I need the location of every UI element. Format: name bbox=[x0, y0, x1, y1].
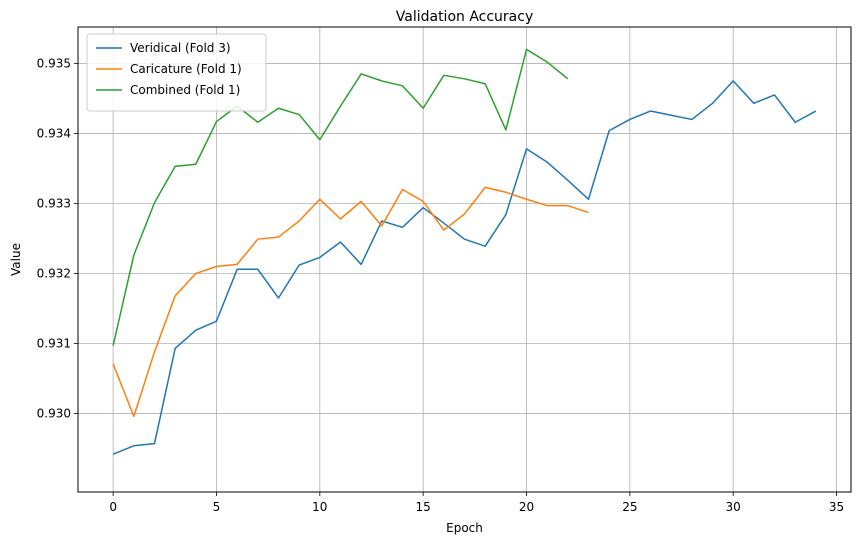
series-line-3 bbox=[112, 48, 569, 346]
y-tick-label: 0.932 bbox=[37, 267, 71, 281]
y-axis-label: Value bbox=[9, 243, 23, 276]
x-tick-label: 10 bbox=[312, 500, 327, 514]
x-tick-label: 20 bbox=[519, 500, 534, 514]
y-tick-label: 0.931 bbox=[37, 337, 71, 351]
x-axis-ticks: 0 5 10 15 20 25 30 35 bbox=[109, 492, 844, 514]
grid bbox=[78, 27, 851, 492]
y-tick-label: 0.933 bbox=[37, 196, 71, 210]
series-lines bbox=[112, 48, 817, 455]
legend-box bbox=[86, 33, 267, 112]
y-tick-label: 0.935 bbox=[37, 56, 71, 70]
y-tick-label: 0.934 bbox=[37, 126, 71, 140]
x-tick-label: 5 bbox=[213, 500, 221, 514]
x-tick-label: 30 bbox=[726, 500, 741, 514]
x-tick-label: 0 bbox=[109, 500, 117, 514]
chart-title: Validation Accuracy bbox=[396, 9, 534, 25]
x-tick-label: 25 bbox=[622, 500, 637, 514]
series-line-2 bbox=[112, 186, 589, 418]
y-axis-ticks: 0.930 0.931 0.932 0.933 0.934 0.935 bbox=[37, 56, 78, 421]
x-axis-label: Epoch bbox=[446, 521, 483, 535]
legend-label: Caricature (Fold 1) bbox=[130, 62, 242, 76]
y-tick-label: 0.930 bbox=[37, 407, 71, 421]
series-line-1 bbox=[112, 80, 817, 455]
legend: Veridical (Fold 3) Caricature (Fold 1) Com… bbox=[86, 33, 267, 112]
legend-label: Combined (Fold 1) bbox=[130, 83, 240, 97]
plot-frame bbox=[77, 26, 852, 493]
x-tick-label: 15 bbox=[416, 500, 431, 514]
legend-label: Veridical (Fold 3) bbox=[130, 41, 231, 55]
x-tick-label: 35 bbox=[829, 500, 844, 514]
